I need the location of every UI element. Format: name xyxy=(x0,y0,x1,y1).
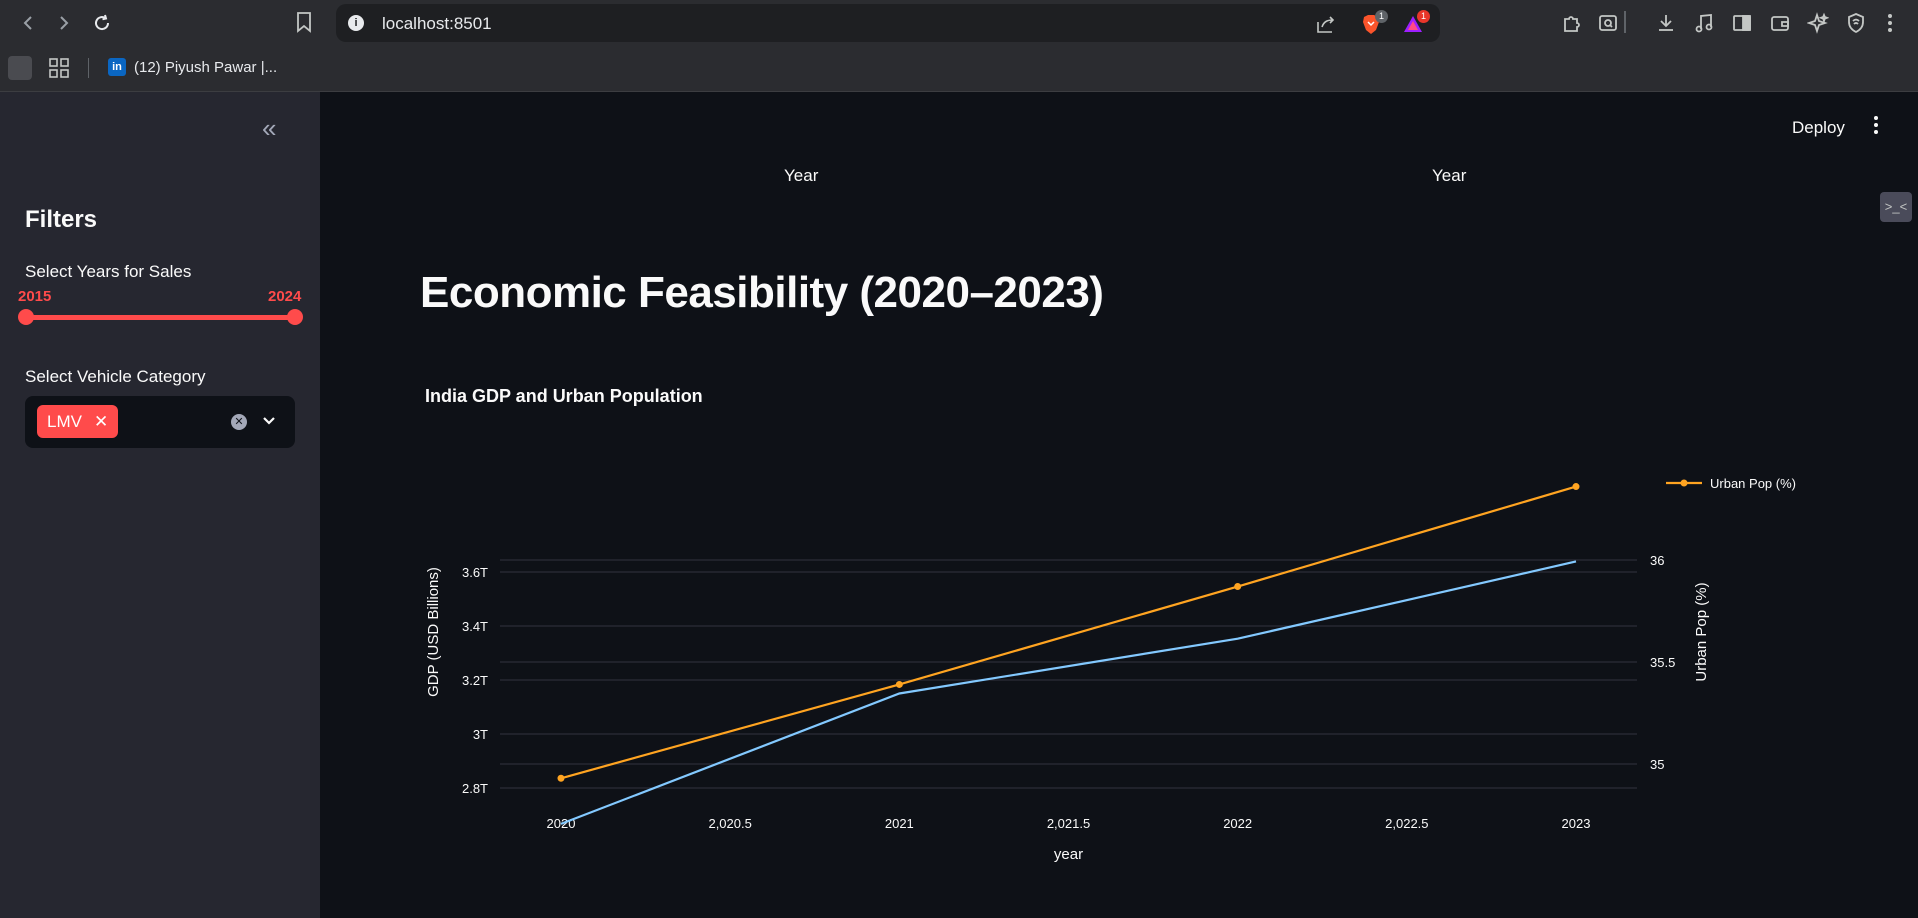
chevron-down-icon xyxy=(263,417,275,425)
sidebar-panel-icon xyxy=(1733,15,1751,31)
legend-swatch-point xyxy=(1680,479,1688,487)
rewards-count-badge: 1 xyxy=(1417,10,1430,23)
x-tick-label: 2,020.5 xyxy=(708,816,751,831)
main-menu-button[interactable] xyxy=(1873,114,1879,141)
y-right-axis-label: Urban Pop (%) xyxy=(1693,582,1710,681)
shield-icon xyxy=(1848,13,1864,34)
x-axis-label: year xyxy=(1054,846,1083,863)
back-button[interactable] xyxy=(14,9,42,37)
deploy-button[interactable]: Deploy xyxy=(1792,118,1845,137)
reload-button[interactable] xyxy=(88,9,116,37)
browser-toolbar: i localhost:8501 1 1 xyxy=(0,0,1918,46)
shields-count-badge: 1 xyxy=(1375,10,1388,23)
leo-ai-button[interactable] xyxy=(1806,11,1830,35)
slider-min-thumb[interactable] xyxy=(18,309,34,325)
double-chevron-left-icon: « xyxy=(262,113,277,143)
year-slider-track[interactable] xyxy=(25,315,295,320)
bookmark-divider xyxy=(88,58,89,78)
forward-button[interactable] xyxy=(50,9,78,37)
series-line-gdp xyxy=(560,560,1577,825)
wallet-button[interactable] xyxy=(1768,11,1792,35)
x-tick-label: 2021 xyxy=(885,816,914,831)
back-arrow-icon xyxy=(23,16,32,30)
urban-pop-point xyxy=(557,774,565,782)
gdp-urban-chart: India GDP and Urban Population 2.8T 3T 3.2T… xyxy=(425,386,1796,863)
slider-max-value: 2024 xyxy=(268,288,302,305)
sidebar-title: Filters xyxy=(25,206,98,233)
dropdown-chevron-button[interactable] xyxy=(261,412,277,433)
y-left-axis-label: GDP (USD Billions) xyxy=(425,567,442,697)
y-right-tick-label: 35 xyxy=(1650,757,1664,772)
site-info-icon[interactable]: i xyxy=(348,15,364,31)
url-text: localhost:8501 xyxy=(382,14,492,33)
urban-pop-point xyxy=(1572,483,1580,491)
share-icon xyxy=(1317,16,1335,33)
music-note-icon xyxy=(1695,14,1713,33)
brave-rewards-button[interactable]: 1 xyxy=(1402,10,1430,35)
puzzle-piece-icon xyxy=(1564,16,1580,32)
y-left-tick-label: 3.6T xyxy=(462,565,488,580)
download-icon xyxy=(1659,15,1673,31)
forward-arrow-icon xyxy=(60,16,69,30)
chart-title: India GDP and Urban Population xyxy=(425,386,703,406)
bookmark-icon xyxy=(297,12,311,33)
rewards-triangle-icon xyxy=(1404,16,1422,32)
urban-pop-point xyxy=(895,680,903,688)
toolbar-divider xyxy=(1624,11,1626,33)
wallet-icon xyxy=(1771,16,1789,31)
y-left-tick-label: 3.4T xyxy=(462,619,488,634)
kebab-menu-icon xyxy=(1888,14,1892,32)
vehicle-category-label: Select Vehicle Category xyxy=(25,367,206,386)
tag-label: LMV xyxy=(47,411,82,431)
slider-min-value: 2015 xyxy=(18,288,52,305)
clear-all-icon[interactable]: ✕ xyxy=(231,414,247,430)
bookmarks-bar: in (12) Piyush Pawar |... xyxy=(0,46,1918,92)
y-left-tick-label: 3T xyxy=(473,727,488,742)
page-title: Economic Feasibility (2020–2023) xyxy=(420,268,1104,317)
bookmark-favicon-placeholder[interactable] xyxy=(8,56,32,80)
legend-label: Urban Pop (%) xyxy=(1710,476,1796,491)
vehicle-category-multiselect[interactable]: LMV ✕ ✕ xyxy=(25,396,295,448)
downloads-button[interactable] xyxy=(1654,11,1678,35)
sidebar: « Filters Select Years for Sales 2015 20… xyxy=(0,92,320,918)
urban-pop-point xyxy=(1234,583,1242,591)
apps-button[interactable] xyxy=(48,57,70,84)
media-button[interactable] xyxy=(1692,11,1716,35)
year-slider-label: Select Years for Sales xyxy=(25,262,192,281)
page-search-icon xyxy=(1599,15,1617,31)
x-tick-label: 2,021.5 xyxy=(1047,816,1090,831)
y-right-tick-label: 36 xyxy=(1650,553,1664,568)
x-tick-label: 2022 xyxy=(1223,816,1252,831)
kebab-menu-icon xyxy=(1874,116,1878,134)
slider-max-thumb[interactable] xyxy=(287,309,303,325)
series-line-urban-pop xyxy=(560,485,1577,780)
browser-menu-button[interactable] xyxy=(1878,11,1902,35)
sparkle-icon xyxy=(1807,12,1829,34)
main-content: Deploy >_< Year Year Economic Feasibilit… xyxy=(320,92,1918,918)
x-tick-label: 2,022.5 xyxy=(1385,816,1428,831)
reload-icon xyxy=(95,14,110,31)
bookmark-linkedin-label: (12) Piyush Pawar |... xyxy=(134,58,278,76)
bookmark-page-button[interactable] xyxy=(294,11,314,38)
y-left-tick-label: 3.2T xyxy=(462,673,488,688)
y-left-tick-label: 2.8T xyxy=(462,781,488,796)
share-button[interactable] xyxy=(1315,13,1337,35)
x-tick-label: 2023 xyxy=(1562,816,1591,831)
year-label-right: Year xyxy=(1432,166,1467,185)
address-bar[interactable]: i localhost:8501 1 1 xyxy=(336,4,1440,42)
brave-shields-button[interactable]: 1 xyxy=(1360,10,1388,35)
collapse-sidebar-button[interactable]: « xyxy=(262,113,277,143)
extensions-button[interactable] xyxy=(1560,11,1584,35)
y-right-tick-label: 35.5 xyxy=(1650,655,1675,670)
sidebar-toggle-button[interactable] xyxy=(1730,11,1754,35)
selected-tag-lmv[interactable]: LMV ✕ xyxy=(37,405,119,438)
year-label-left: Year xyxy=(784,166,819,185)
reader-mode-button[interactable] xyxy=(1596,11,1620,35)
remove-tag-icon[interactable]: ✕ xyxy=(93,411,109,431)
apps-grid-icon xyxy=(49,58,69,78)
vpn-button[interactable] xyxy=(1844,11,1868,35)
bookmark-linkedin[interactable]: in (12) Piyush Pawar |... xyxy=(108,58,277,76)
linkedin-icon: in xyxy=(108,58,126,76)
status-widget-icon[interactable]: >_< xyxy=(1880,192,1912,222)
